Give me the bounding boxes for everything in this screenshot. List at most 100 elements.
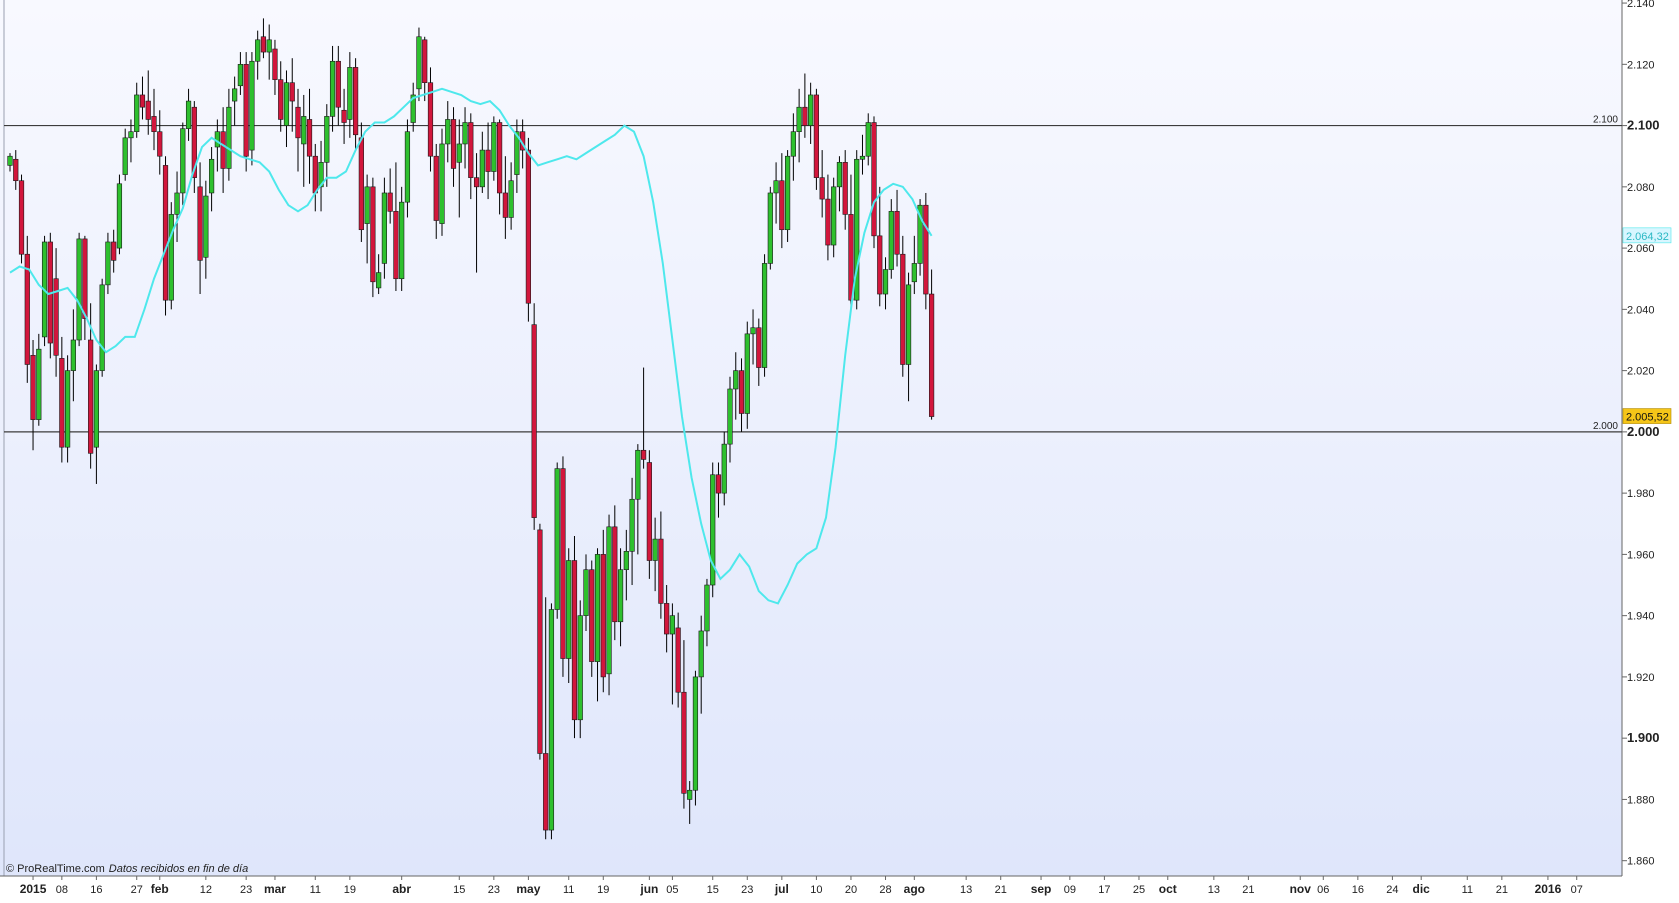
candle-down xyxy=(502,192,508,218)
candle-up xyxy=(93,370,99,448)
candle-down xyxy=(813,94,819,178)
y-tick-label: 2.020 xyxy=(1627,366,1655,378)
candle-up xyxy=(767,192,773,264)
candle-up xyxy=(710,474,716,586)
candle-up xyxy=(905,284,912,365)
candle-up xyxy=(704,584,710,632)
candle-down xyxy=(871,122,877,237)
candle-up xyxy=(479,149,485,188)
candle-up xyxy=(301,116,307,145)
candle-down xyxy=(900,253,906,365)
candle-down xyxy=(59,358,65,448)
x-tick-label: oct xyxy=(1159,882,1177,896)
candle-down xyxy=(13,158,19,182)
candle-up xyxy=(416,36,422,90)
x-axis: 2015 08 16 27 feb 12 23 mar 11 19 abr 15 23 may 11 19 ju… xyxy=(20,876,1583,896)
x-tick-label: 15 xyxy=(707,884,719,896)
x-tick-label: 08 xyxy=(56,884,68,896)
candle-up xyxy=(721,443,727,494)
y-tick-label: 1.920 xyxy=(1627,672,1655,684)
candle-down xyxy=(589,569,595,662)
candle-up xyxy=(790,131,796,157)
y-tick-label: 2.100 xyxy=(1627,118,1660,133)
level-label: 2.000 xyxy=(1593,421,1618,432)
x-tick-label: ago xyxy=(904,882,925,896)
x-tick-label: 2016 xyxy=(1535,882,1562,896)
candle-down xyxy=(848,214,854,301)
candle-up xyxy=(784,155,791,231)
candle-up xyxy=(859,155,866,160)
candle-up xyxy=(566,560,572,659)
candle-up xyxy=(180,128,186,194)
x-tick-label: 12 xyxy=(200,884,212,896)
candle-down xyxy=(450,119,457,169)
candle-down xyxy=(427,82,434,157)
candle-up xyxy=(911,263,917,283)
y-tick-label: 2.120 xyxy=(1627,59,1655,71)
candle-down xyxy=(433,155,439,221)
candle-up xyxy=(606,526,612,675)
candle-down xyxy=(738,370,745,414)
candle-down xyxy=(243,64,249,157)
candle-up xyxy=(692,676,699,791)
candle-up xyxy=(761,263,768,368)
candle-down xyxy=(802,106,808,126)
y-tick-label: 1.980 xyxy=(1627,488,1655,500)
x-tick-label: 21 xyxy=(1242,884,1254,896)
candle-up xyxy=(329,60,336,117)
candle-down xyxy=(341,109,347,123)
x-tick-label: 11 xyxy=(563,884,574,896)
candle-down xyxy=(928,293,935,417)
candle-up xyxy=(733,370,739,390)
candle-up xyxy=(888,211,894,270)
candle-up xyxy=(174,192,180,215)
candle-down xyxy=(191,106,197,178)
candle-down xyxy=(560,468,566,659)
candle-up xyxy=(76,238,82,341)
candle-up xyxy=(462,122,468,145)
candle-down xyxy=(612,526,618,623)
candle-up xyxy=(594,554,601,662)
moving-average xyxy=(9,87,933,605)
candle-up xyxy=(266,39,272,53)
x-tick-label: may xyxy=(516,882,540,896)
candle-up xyxy=(836,162,843,188)
candle-down xyxy=(278,79,284,120)
x-tick-label: 20 xyxy=(845,884,857,896)
candle-down xyxy=(139,94,146,108)
x-tick-label: 23 xyxy=(488,884,500,896)
candle-down xyxy=(272,48,278,80)
x-tick-label: 19 xyxy=(597,884,609,896)
y-tick-label: 1.860 xyxy=(1627,856,1655,868)
x-tick-label: 19 xyxy=(344,884,356,896)
candle-up xyxy=(514,131,520,175)
candle-up xyxy=(617,569,624,623)
candle-up xyxy=(727,388,733,445)
candle-up xyxy=(203,195,209,258)
candle-up xyxy=(232,88,238,102)
candle-up xyxy=(116,183,123,249)
candle-up xyxy=(865,122,871,157)
candle-up xyxy=(917,204,923,264)
candle-up xyxy=(583,569,589,616)
candle-up xyxy=(168,214,174,301)
x-tick-label: 21 xyxy=(1496,884,1508,896)
candle-up xyxy=(831,186,837,246)
candle-down xyxy=(88,339,94,454)
x-tick-label: 05 xyxy=(666,884,678,896)
candle-down xyxy=(82,238,88,319)
candle-down xyxy=(923,204,929,295)
x-tick-label: 23 xyxy=(741,884,753,896)
candle-up xyxy=(249,60,255,151)
x-tick-label: 25 xyxy=(1133,884,1145,896)
candle-down xyxy=(53,278,59,356)
y-tick-label: 2.080 xyxy=(1627,182,1655,194)
candle-down xyxy=(825,198,831,246)
candle-down xyxy=(571,560,578,721)
candle-down xyxy=(306,119,313,157)
candle-down xyxy=(842,162,848,215)
candle-up xyxy=(652,538,658,561)
candle-up xyxy=(854,158,860,301)
